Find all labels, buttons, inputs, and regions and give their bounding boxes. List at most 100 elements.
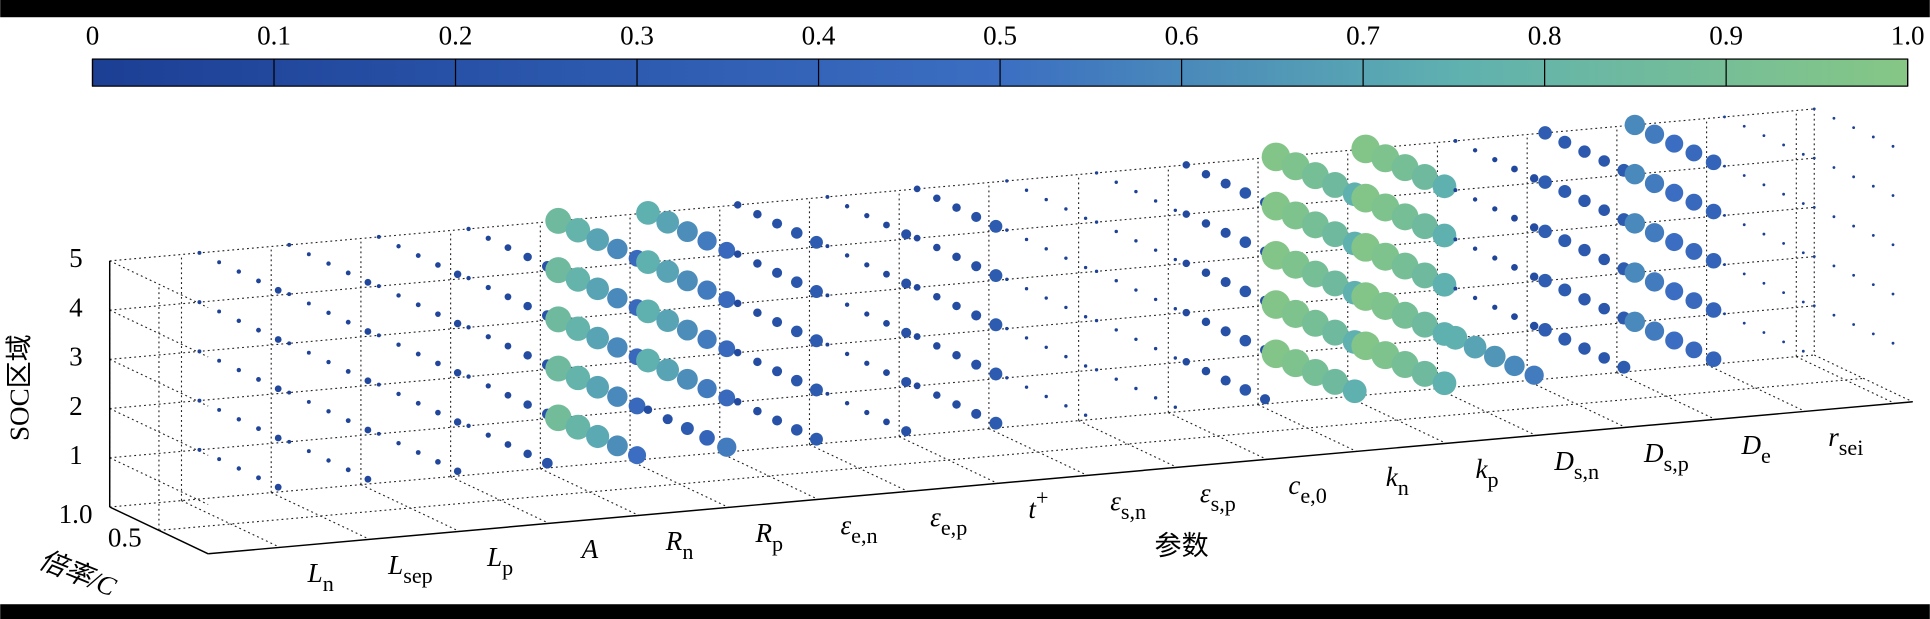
bubble — [197, 398, 202, 403]
colorbar-tick-label: 0 — [86, 20, 100, 50]
bubble — [1453, 188, 1458, 193]
bubble — [1064, 354, 1068, 359]
bubble — [1578, 243, 1591, 257]
bubble — [1801, 300, 1805, 304]
cell-divider — [1526, 380, 1626, 428]
bubble — [1529, 174, 1539, 183]
colorbar-tick-label: 0.5 — [983, 20, 1017, 50]
cell-divider — [1257, 404, 1357, 452]
bubble — [809, 235, 823, 249]
bubble — [864, 262, 870, 268]
bubble — [844, 302, 850, 307]
bubble — [1411, 360, 1438, 387]
bubble — [864, 360, 870, 366]
bubble — [1153, 396, 1158, 400]
bubble — [1558, 332, 1572, 346]
bubble — [1832, 166, 1836, 169]
y-axis-title: SOC区域 — [5, 334, 35, 441]
bubble — [345, 368, 351, 374]
bubble — [415, 400, 421, 406]
x-tick-label: kp — [1475, 454, 1498, 492]
bubble — [1685, 144, 1703, 162]
bubble — [1529, 321, 1539, 331]
bubble — [485, 235, 491, 241]
bubble — [376, 431, 381, 436]
bubble — [485, 432, 491, 438]
category-sub: s,n — [1574, 459, 1599, 484]
bubble — [1220, 227, 1231, 238]
bubble — [636, 201, 660, 225]
bubble — [415, 302, 421, 308]
bubble — [697, 280, 717, 300]
bubble — [718, 241, 736, 259]
bubble — [256, 327, 261, 333]
bubble — [1024, 286, 1029, 291]
bubble — [1832, 116, 1836, 120]
bubble — [396, 440, 401, 446]
bubble — [718, 340, 736, 358]
bubble — [1624, 114, 1646, 136]
bubble — [256, 376, 261, 382]
bubble — [913, 382, 921, 390]
bubble — [1558, 185, 1572, 198]
bubble — [466, 275, 471, 281]
rate-axis — [109, 506, 209, 555]
bubble — [791, 424, 803, 436]
bubble — [901, 327, 912, 338]
bubble — [676, 270, 698, 292]
bubble — [1762, 134, 1766, 138]
category-sub: sep — [403, 563, 433, 588]
bubble — [1064, 256, 1068, 260]
bubble — [901, 278, 912, 289]
bubble — [952, 203, 961, 212]
bubble — [586, 424, 610, 449]
bubble — [586, 375, 610, 399]
bubble — [1322, 319, 1349, 346]
bubble — [952, 252, 961, 262]
bubble — [1094, 171, 1099, 175]
bubble — [933, 292, 941, 301]
bubble — [435, 459, 441, 465]
bubble — [1173, 208, 1178, 213]
bubble — [217, 457, 222, 462]
bubble — [1705, 302, 1722, 318]
bubble — [485, 383, 491, 389]
bubble — [1665, 134, 1684, 153]
bubble — [656, 309, 680, 333]
bubble — [844, 400, 850, 406]
bubble — [662, 414, 673, 425]
bubble — [1182, 358, 1191, 366]
x-tick-label: t+ — [1028, 485, 1048, 524]
bubble — [844, 204, 850, 209]
bubble — [1024, 237, 1029, 242]
category-base: L — [387, 550, 403, 580]
bubble — [1742, 321, 1746, 325]
bubble — [435, 409, 441, 416]
bubble — [197, 447, 202, 452]
bubble — [1762, 331, 1766, 334]
bubble — [1134, 288, 1138, 292]
bubble — [376, 284, 381, 289]
cell-divider — [1347, 396, 1447, 444]
bubble — [1342, 379, 1367, 404]
x-tick-label: Lp — [486, 542, 513, 580]
bubble — [1832, 313, 1836, 317]
cell-divider — [181, 500, 281, 548]
bubble — [544, 404, 572, 432]
cell-divider — [1796, 356, 1895, 404]
top-band — [0, 0, 1930, 18]
bubble — [733, 201, 742, 209]
bubble — [1083, 413, 1088, 417]
bubble — [825, 194, 830, 199]
bubble — [1812, 255, 1816, 258]
bubble — [1220, 178, 1231, 189]
bubble — [1705, 203, 1722, 220]
bubble — [485, 334, 491, 340]
bubble — [1432, 174, 1457, 199]
bubble — [1472, 295, 1478, 301]
bubble — [952, 400, 961, 409]
bubble — [628, 446, 647, 465]
bubble — [485, 284, 491, 291]
bubble — [1322, 368, 1349, 395]
bubble — [545, 257, 572, 284]
